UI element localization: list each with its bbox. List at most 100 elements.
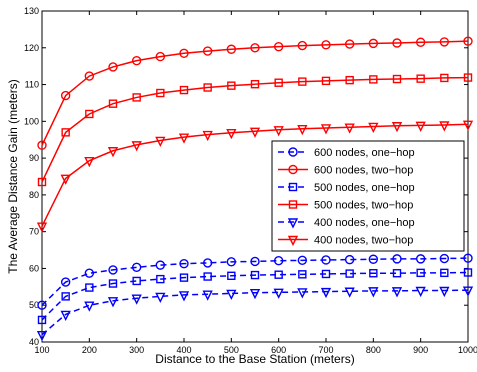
series-group <box>37 268 473 325</box>
data-point-marker <box>85 109 94 119</box>
data-point-marker <box>226 257 237 267</box>
legend-label: 500 nodes, one−hop <box>314 182 415 194</box>
data-point-marker <box>131 55 142 66</box>
data-point-marker <box>227 271 236 280</box>
data-point-marker <box>369 269 378 278</box>
data-point-marker <box>179 48 189 58</box>
legend-label: 400 nodes, two−hop <box>314 235 413 247</box>
data-point-marker <box>226 289 237 301</box>
data-point-marker <box>155 292 166 303</box>
series-line <box>41 123 469 227</box>
data-point-marker <box>439 253 450 264</box>
data-point-marker <box>439 286 450 298</box>
data-point-marker <box>345 75 354 85</box>
data-point-marker <box>462 120 474 131</box>
data-point-marker <box>84 268 95 278</box>
data-point-marker <box>273 256 284 266</box>
data-point-marker <box>463 36 473 46</box>
data-point-marker <box>250 43 260 53</box>
data-point-marker <box>392 254 402 264</box>
series-group <box>36 120 474 233</box>
data-point-marker <box>415 37 426 47</box>
x-tick-label: 400 <box>176 345 191 355</box>
data-point-marker <box>202 130 213 142</box>
data-point-marker <box>344 287 355 298</box>
data-point-marker <box>320 287 332 299</box>
data-point-marker <box>60 310 71 321</box>
data-point-marker <box>273 288 284 299</box>
data-point-marker <box>60 277 71 287</box>
x-tick-label: 800 <box>366 345 381 355</box>
data-point-marker <box>36 222 48 233</box>
data-point-marker <box>226 129 237 140</box>
data-point-marker <box>439 121 450 132</box>
data-point-marker <box>84 156 95 168</box>
data-point-marker <box>37 140 47 150</box>
data-point-marker <box>274 78 283 87</box>
data-point-marker <box>368 122 379 134</box>
data-point-marker <box>344 123 355 134</box>
data-point-marker <box>108 279 118 288</box>
x-tick-label: 900 <box>413 345 428 355</box>
data-point-marker <box>369 75 378 84</box>
series-group <box>36 286 474 342</box>
legend-box <box>271 140 465 252</box>
data-point-marker <box>392 38 402 48</box>
data-point-marker <box>391 287 403 298</box>
legend-label: 500 nodes, two−hop <box>314 200 413 212</box>
data-point-marker <box>203 272 212 281</box>
legend-marker <box>287 218 299 229</box>
data-point-marker <box>107 297 119 308</box>
y-tick-label: 40 <box>29 337 39 347</box>
data-point-marker <box>178 291 190 302</box>
data-point-marker <box>250 256 260 267</box>
data-point-marker <box>298 77 307 86</box>
data-point-marker <box>298 270 307 279</box>
x-tick-label: 100 <box>34 345 49 355</box>
data-point-marker <box>415 121 426 132</box>
y-tick-label: 70 <box>29 227 39 237</box>
data-point-marker <box>60 174 71 185</box>
data-point-marker <box>392 74 402 84</box>
legend-marker <box>288 182 298 192</box>
data-point-marker <box>368 287 379 298</box>
data-point-marker <box>462 286 474 297</box>
data-point-marker <box>250 270 260 280</box>
series-group <box>37 253 473 310</box>
data-point-marker <box>416 268 425 278</box>
data-point-marker <box>108 99 118 108</box>
data-point-marker <box>203 83 212 92</box>
data-point-marker <box>321 40 331 50</box>
data-point-marker <box>179 273 189 282</box>
data-point-marker <box>156 274 165 284</box>
data-point-marker <box>250 79 260 89</box>
data-point-marker <box>60 90 71 101</box>
data-point-marker <box>131 262 142 273</box>
y-tick-label: 100 <box>24 116 39 126</box>
data-point-marker <box>273 41 284 52</box>
axis-ticks: 100 200 300 400 500 600 700 800 900 1000 40 50 60 70 8… <box>24 6 477 355</box>
data-point-marker <box>107 147 119 158</box>
data-point-marker <box>463 253 473 263</box>
x-tick-label: 500 <box>224 345 239 355</box>
data-point-marker <box>440 268 449 278</box>
data-point-marker <box>391 122 403 133</box>
data-point-marker <box>344 254 355 265</box>
series-line <box>41 257 469 306</box>
data-point-marker <box>155 51 166 62</box>
x-tick-label: 300 <box>129 345 144 355</box>
data-point-marker <box>155 136 166 148</box>
legend-marker <box>288 200 298 209</box>
legend-marker <box>288 147 298 157</box>
y-tick-label: 130 <box>24 6 39 16</box>
data-point-marker <box>439 37 450 47</box>
data-point-marker <box>155 260 166 270</box>
data-point-marker <box>202 290 213 301</box>
data-point-marker <box>345 269 354 278</box>
data-point-marker <box>132 93 141 102</box>
data-point-marker <box>37 315 47 325</box>
data-point-marker <box>37 177 47 187</box>
data-point-marker <box>368 254 379 264</box>
data-point-marker <box>297 40 308 51</box>
